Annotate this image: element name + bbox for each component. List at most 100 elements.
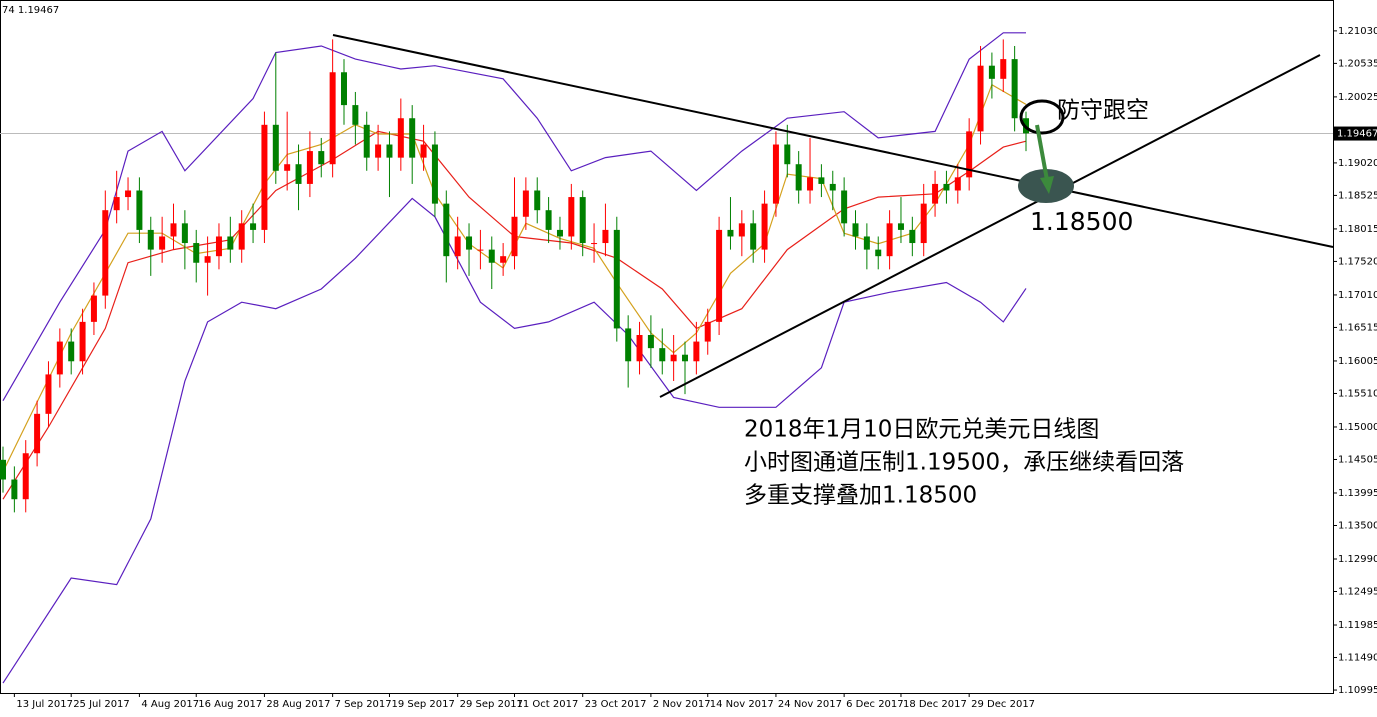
y-tick-label: 1.19020 xyxy=(1338,158,1377,169)
candle-body xyxy=(352,105,359,125)
candle-body xyxy=(102,210,109,296)
candle-body xyxy=(477,249,484,251)
candle-body xyxy=(522,190,529,217)
y-tick-label: 1.10995 xyxy=(1338,685,1377,696)
candle-body xyxy=(22,453,29,500)
candle-body xyxy=(988,65,995,79)
candle-body xyxy=(716,229,723,322)
candle-body xyxy=(181,223,188,244)
candle-body xyxy=(761,203,768,250)
candle-body xyxy=(45,374,52,414)
x-tick-label: 23 Oct 2017 xyxy=(585,699,647,710)
candle-body xyxy=(602,229,609,244)
y-tick-label: 1.13500 xyxy=(1338,520,1377,531)
annotation: 多重支撑叠加1.18500 xyxy=(744,483,977,509)
candle-body xyxy=(795,164,802,191)
candle-body xyxy=(943,183,950,191)
indicator-line xyxy=(2,130,1027,500)
candle-body xyxy=(829,183,836,191)
candle-body xyxy=(466,236,473,250)
candle-body xyxy=(329,72,336,165)
y-tick-label: 1.13995 xyxy=(1338,488,1377,499)
support-line xyxy=(659,54,1321,398)
annotation: 1.18500 xyxy=(1030,207,1133,236)
candle-body xyxy=(11,479,18,500)
y-tick-label: 1.12495 xyxy=(1338,587,1377,598)
resistance-line xyxy=(332,34,1334,248)
candle-body xyxy=(647,335,654,349)
y-tick-label: 1.15000 xyxy=(1338,422,1377,433)
candle-body xyxy=(534,190,541,211)
candle-body xyxy=(113,197,120,211)
candle-body xyxy=(204,256,211,263)
candle-body xyxy=(420,144,427,158)
y-tick-label: 1.11985 xyxy=(1338,620,1377,631)
last-price-label: 1.19467 xyxy=(1337,129,1377,140)
candle-body xyxy=(897,223,904,230)
candle-body xyxy=(738,223,745,237)
x-tick-label: 25 Jul 2017 xyxy=(73,699,130,710)
y-tick-label: 1.17520 xyxy=(1338,256,1377,267)
y-tick-label: 1.21030 xyxy=(1338,26,1377,37)
x-tick-label: 16 Aug 2017 xyxy=(198,699,262,710)
arrow-head xyxy=(1040,176,1054,194)
arrow-shaft xyxy=(1035,124,1049,181)
x-tick-label: 28 Aug 2017 xyxy=(266,699,330,710)
candle-body xyxy=(56,341,63,375)
candle-body xyxy=(386,144,393,158)
candle-body xyxy=(409,118,416,158)
corner-label: 74 1.19467 xyxy=(2,5,59,16)
candle-body xyxy=(682,354,688,362)
candle-body xyxy=(909,229,916,244)
candle-body xyxy=(886,223,893,257)
candle-body xyxy=(34,413,41,454)
annotation: 防守跟空 xyxy=(1057,98,1149,124)
candle-body xyxy=(0,459,6,480)
candle-body xyxy=(966,131,973,178)
last-price-box xyxy=(1334,126,1377,141)
x-tick-label: 6 Dec 2017 xyxy=(846,699,904,710)
y-tick-label: 1.16515 xyxy=(1338,322,1377,333)
candle-body xyxy=(750,223,757,250)
x-tick-label: 14 Nov 2017 xyxy=(710,699,774,710)
candle-body xyxy=(500,256,507,263)
candle-body xyxy=(193,243,200,263)
candle-body xyxy=(68,341,75,362)
candle-body xyxy=(613,229,620,329)
candle-body xyxy=(318,151,325,165)
candle-body xyxy=(875,249,882,257)
candle-body xyxy=(454,236,461,257)
x-tick-label: 11 Oct 2017 xyxy=(517,699,579,710)
y-tick-label: 1.16005 xyxy=(1338,356,1377,367)
candle-body xyxy=(818,177,825,184)
candle-body xyxy=(284,164,291,171)
candle-body xyxy=(579,197,586,244)
y-tick-label: 1.20535 xyxy=(1338,58,1377,69)
y-tick-label: 1.18015 xyxy=(1338,224,1377,235)
y-tick-label: 1.15510 xyxy=(1338,388,1377,399)
x-tick-label: 2 Nov 2017 xyxy=(653,699,711,710)
candle-body xyxy=(545,210,552,230)
x-tick-label: 13 Jul 2017 xyxy=(16,699,73,710)
candle-body xyxy=(511,216,518,257)
candle-body xyxy=(295,164,302,184)
candle-body xyxy=(90,295,97,322)
candle-body xyxy=(136,190,143,230)
candle-body xyxy=(125,190,132,198)
candle-body xyxy=(704,321,711,342)
candle-body xyxy=(932,183,939,204)
y-tick-label: 1.18525 xyxy=(1338,190,1377,201)
candle-body xyxy=(670,354,677,362)
y-tick-label: 1.17010 xyxy=(1338,290,1377,301)
candle-body xyxy=(443,203,450,257)
candle-body xyxy=(556,229,563,237)
x-tick-label: 29 Sep 2017 xyxy=(460,699,523,710)
x-tick-label: 7 Sep 2017 xyxy=(335,699,392,710)
candle-body xyxy=(375,144,382,158)
x-tick-label: 18 Dec 2017 xyxy=(903,699,967,710)
candle-body xyxy=(341,72,347,106)
candle-body xyxy=(659,348,666,362)
candle-body xyxy=(863,236,870,250)
candle-body xyxy=(363,124,370,158)
